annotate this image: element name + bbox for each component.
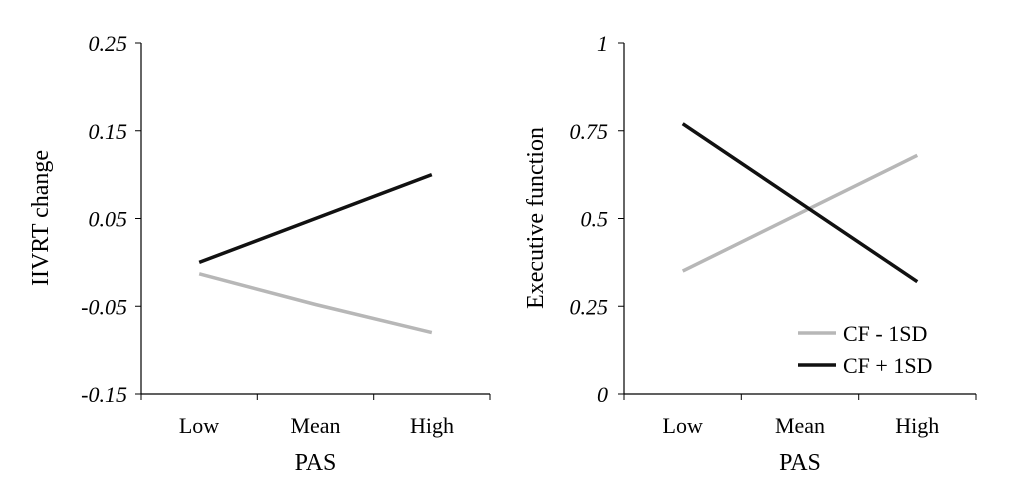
y-tick-label: 0.15 [89,119,128,144]
y-tick-label: 0.25 [89,31,128,56]
series-line-cf-plus-1sd [198,172,433,265]
chart-executive-function: 1 0.75 0.5 0.25 0 Low Mean High PAS Exec… [523,31,977,476]
x-ticks [623,394,977,400]
x-ticks [140,394,491,400]
legend: CF - 1SD CF + 1SD [798,321,932,378]
chart-iivrt-change: 0.25 0.15 0.05 -0.05 -0.15 Low Mean High… [28,31,491,476]
y-tick-label: 1 [597,31,608,56]
x-tick-label-high: High [410,413,454,438]
y-tick-labels: 0.25 0.15 0.05 -0.05 -0.15 [81,31,127,407]
series-line-cf-minus-1sd [198,272,433,335]
y-tick-labels: 1 0.75 0.5 0.25 0 [570,31,609,407]
y-tick-label: 0.05 [89,207,128,232]
y-axis-title: IIVRT change [28,150,54,286]
legend-label-cf-minus-1sd: CF - 1SD [843,321,927,346]
y-tick-label: -0.15 [81,382,127,407]
y-tick-label: 0.5 [581,207,609,232]
x-tick-label-low: Low [663,413,703,438]
series-line-cf-minus-1sd [681,153,919,273]
y-tick-label: 0.25 [570,294,609,319]
x-tick-label-mean: Mean [775,413,825,438]
y-ticks [135,42,141,395]
legend-label-cf-plus-1sd: CF + 1SD [843,353,932,378]
x-tick-labels: Low Mean High [663,413,940,438]
y-ticks [618,42,624,395]
series-line-cf-plus-1sd [681,122,919,284]
y-tick-label: -0.05 [81,294,127,319]
y-tick-label: 0.75 [570,119,609,144]
x-tick-label-mean: Mean [290,413,340,438]
y-axis-title: Executive function [523,127,549,309]
y-tick-label: 0 [597,382,608,407]
x-tick-labels: Low Mean High [179,413,454,438]
x-tick-label-low: Low [179,413,219,438]
x-tick-label-high: High [895,413,939,438]
x-axis-title: PAS [295,450,337,476]
x-axis-title: PAS [779,450,821,476]
